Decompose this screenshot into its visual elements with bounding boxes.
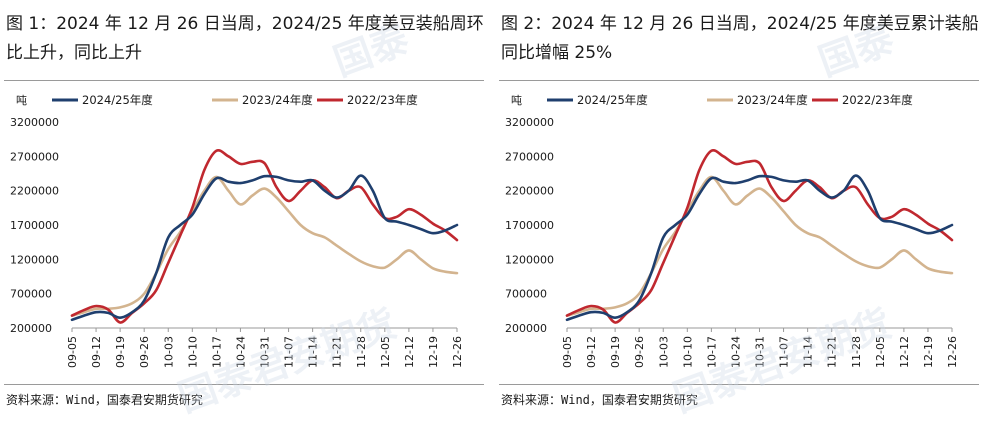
x-tick-label: 12-12	[898, 336, 911, 368]
x-tick-label: 09-05	[66, 336, 79, 368]
chart-title: 图 1：2024 年 12 月 26 日当周，2024/25 年度美豆装船周环比…	[6, 14, 484, 63]
legend-label: 2022/23年度	[347, 93, 418, 107]
x-tick-label: 12-05	[874, 336, 887, 368]
y-tick-label: 2200000	[10, 185, 59, 198]
x-tick-label: 12-05	[379, 336, 392, 368]
source-note: 资料来源：Wind，国泰君安期货研究	[6, 393, 203, 407]
y-tick-label: 2700000	[10, 150, 59, 163]
source-divider	[499, 384, 979, 385]
x-tick-label: 10-03	[162, 336, 175, 368]
x-tick-label: 11-21	[331, 336, 344, 368]
series-line	[565, 174, 954, 322]
source-note: 资料来源：Wind，国泰君安期货研究	[501, 393, 698, 407]
y-tick-label: 200000	[10, 322, 52, 335]
x-tick-label: 10-03	[657, 336, 670, 368]
x-tick-label: 11-07	[283, 336, 296, 368]
series-line	[70, 174, 459, 322]
y-tick-label: 700000	[10, 288, 52, 301]
x-tick-label: 11-21	[826, 336, 839, 368]
y-tick-label: 2200000	[505, 185, 554, 198]
x-tick-label: 09-12	[585, 336, 598, 368]
x-tick-label: 12-19	[427, 336, 440, 368]
chart-title: 图 2：2024 年 12 月 26 日当周，2024/25 年度美豆累计装船同…	[501, 14, 979, 63]
x-tick-label: 10-24	[234, 336, 247, 368]
x-tick-label: 11-28	[850, 336, 863, 368]
legend-label: 2024/25年度	[577, 93, 648, 107]
x-tick-label: 10-10	[186, 336, 199, 368]
x-tick-label: 09-19	[609, 336, 622, 368]
x-tick-label: 09-12	[90, 336, 103, 368]
x-tick-label: 09-05	[561, 336, 574, 368]
y-tick-label: 3200000	[505, 116, 554, 129]
title-divider	[4, 80, 484, 81]
y-tick-label: 3200000	[10, 116, 59, 129]
x-tick-label: 11-07	[778, 336, 791, 368]
x-tick-label: 09-19	[114, 336, 127, 368]
y-unit-label: 吨	[511, 94, 522, 107]
source-divider	[4, 384, 484, 385]
x-tick-label: 12-26	[451, 336, 464, 368]
legend-label: 2023/24年度	[737, 93, 808, 107]
x-tick-label: 11-28	[355, 336, 368, 368]
line-chart: 吨 2024/25年度 2023/24年度 2022/23年度 200000 700000…	[10, 93, 464, 368]
x-tick-label: 11-14	[802, 336, 815, 368]
line-chart: 吨 2024/25年度 2023/24年度 2022/23年度 200000 700000…	[505, 93, 959, 368]
x-tick-label: 10-31	[259, 336, 272, 368]
series-line	[70, 175, 459, 317]
x-tick-label: 10-17	[210, 336, 223, 368]
x-tick-label: 09-26	[633, 336, 646, 368]
series-line	[565, 175, 954, 317]
x-tick-label: 10-24	[729, 336, 742, 368]
x-tick-label: 11-14	[307, 336, 320, 368]
x-tick-label: 09-26	[138, 336, 151, 368]
y-tick-label: 700000	[505, 288, 547, 301]
x-tick-label: 10-10	[681, 336, 694, 368]
y-tick-label: 1200000	[505, 253, 554, 266]
x-tick-label: 10-17	[705, 336, 718, 368]
y-tick-label: 200000	[505, 322, 547, 335]
x-tick-label: 12-12	[403, 336, 416, 368]
legend-label: 2023/24年度	[242, 93, 313, 107]
y-tick-label: 1700000	[505, 219, 554, 232]
y-unit-label: 吨	[16, 94, 27, 107]
y-tick-label: 1700000	[10, 219, 59, 232]
chart-panel-2: 图 2：2024 年 12 月 26 日当周，2024/25 年度美豆累计装船同…	[497, 0, 983, 426]
x-tick-label: 10-31	[754, 336, 767, 368]
y-tick-label: 2700000	[505, 150, 554, 163]
chart-panel-1: 图 1：2024 年 12 月 26 日当周，2024/25 年度美豆装船周环比…	[2, 0, 488, 426]
y-tick-label: 1200000	[10, 253, 59, 266]
legend-label: 2022/23年度	[842, 93, 913, 107]
x-tick-label: 12-26	[946, 336, 959, 368]
x-tick-label: 12-19	[922, 336, 935, 368]
title-divider	[499, 80, 979, 81]
legend-label: 2024/25年度	[82, 93, 153, 107]
